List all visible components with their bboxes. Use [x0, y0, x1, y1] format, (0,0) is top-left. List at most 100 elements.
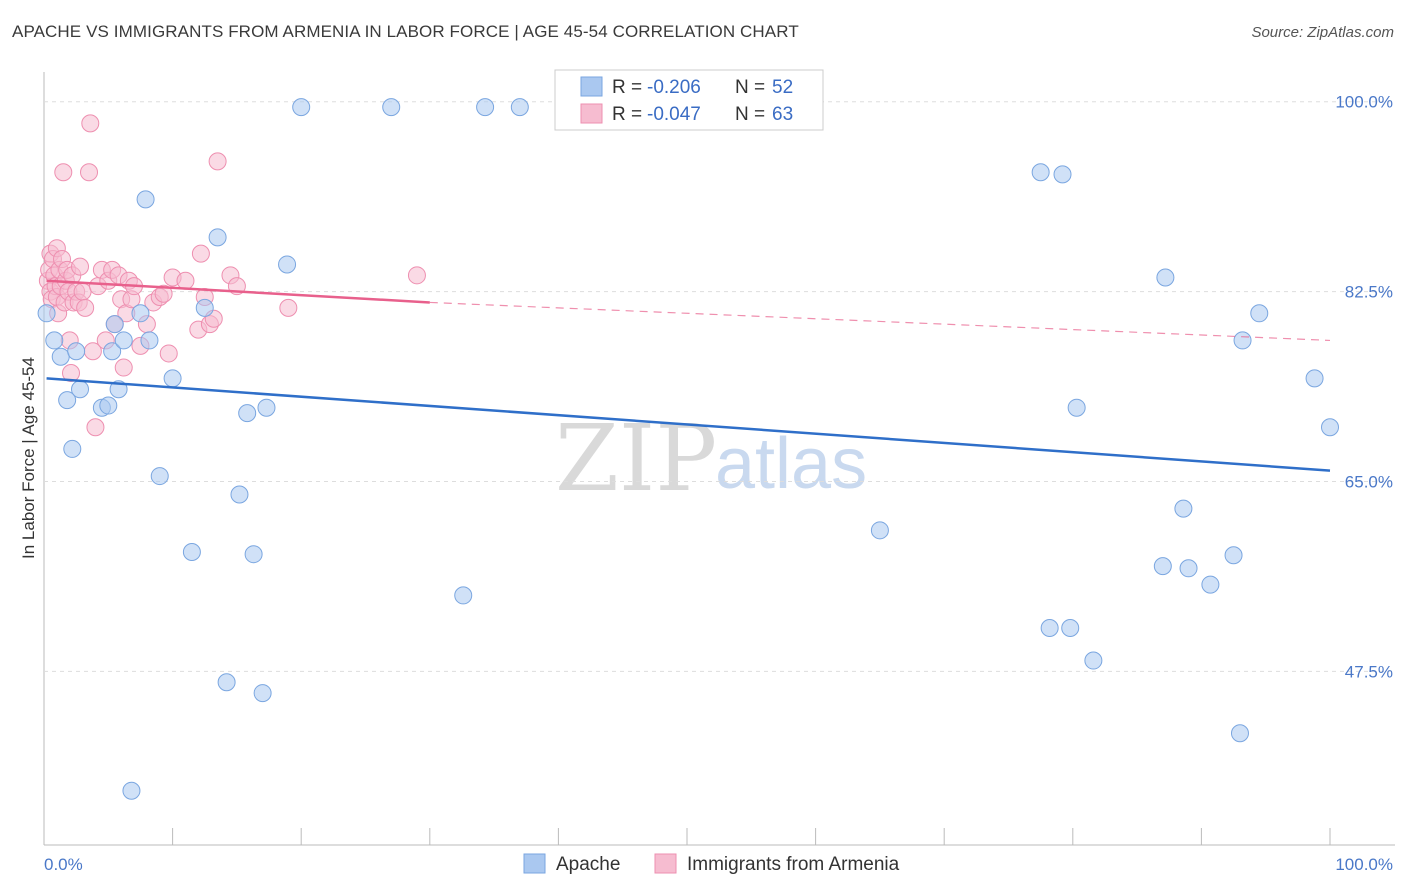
- armenia-point: [86, 418, 105, 437]
- apache-point: [253, 684, 272, 703]
- armenia-point: [71, 257, 90, 276]
- legend-bottom-apache-label: Apache: [556, 854, 620, 875]
- apache-point: [1179, 559, 1198, 578]
- apache-point: [136, 190, 155, 209]
- apache-point: [278, 255, 297, 274]
- apache-point: [454, 586, 473, 605]
- apache-point: [140, 331, 159, 350]
- apache-point: [1040, 618, 1059, 637]
- legend-apache-swatch: [580, 76, 603, 97]
- apache-point: [1061, 618, 1080, 637]
- armenia-point: [159, 344, 178, 363]
- apache-point: [476, 98, 495, 117]
- armenia-point: [54, 163, 73, 182]
- legend-armenia-r-label: R =: [612, 104, 642, 125]
- x-tick-marks: [43, 828, 1331, 845]
- apache-point: [1321, 418, 1339, 437]
- apache-point: [1031, 163, 1050, 182]
- apache-point: [230, 485, 249, 504]
- legend-apache-r-label: R =: [612, 77, 642, 98]
- apache-point: [1230, 724, 1249, 743]
- legend-armenia-swatch: [580, 103, 603, 124]
- apache-point: [510, 98, 529, 117]
- apache-point: [1250, 304, 1269, 323]
- armenia-point: [114, 358, 133, 377]
- watermark-atlas: atlas: [715, 424, 867, 504]
- source-credit: Source: ZipAtlas.com: [1251, 24, 1394, 41]
- apache-point: [208, 228, 227, 247]
- y-tick-label: 65.0%: [1345, 472, 1393, 491]
- apache-point: [238, 404, 257, 423]
- y-axis-label: In Labor Force | Age 45-54: [19, 357, 38, 559]
- apache-point: [1174, 499, 1193, 518]
- apache-point: [257, 398, 276, 417]
- apache-point: [1084, 651, 1103, 670]
- apache-point: [99, 396, 118, 415]
- armenia-point: [191, 244, 210, 263]
- y-tick-label: 100.0%: [1335, 93, 1393, 112]
- y-tick-labels: 100.0% 82.5% 65.0% 47.5%: [1335, 93, 1393, 682]
- apache-point: [870, 521, 889, 540]
- legend-bottom: Apache Immigrants from Armenia: [523, 853, 900, 875]
- apache-point: [105, 315, 124, 334]
- legend-apache-r-value: -0.206: [647, 77, 701, 98]
- apache-point: [58, 391, 77, 410]
- trend-lines: [46, 279, 1331, 472]
- series-apache-points: [37, 98, 1339, 800]
- armenia-point: [407, 266, 426, 285]
- legend-bottom-armenia-swatch: [654, 853, 677, 874]
- apache-point: [1305, 369, 1324, 388]
- apache-point: [382, 98, 401, 117]
- armenia-point: [81, 114, 100, 133]
- armenia-point: [76, 298, 95, 317]
- apache-point: [103, 342, 122, 361]
- legend-bottom-armenia-label: Immigrants from Armenia: [687, 854, 900, 875]
- apache-point: [71, 380, 90, 399]
- apache-point: [1233, 331, 1252, 350]
- apache-point: [217, 673, 236, 692]
- apache-point: [1067, 398, 1086, 417]
- armenia-point: [279, 298, 298, 317]
- apache-point: [114, 331, 133, 350]
- armenia-point: [154, 284, 173, 303]
- legend-apache-n-value: 52: [772, 77, 793, 98]
- apache-point: [1201, 575, 1220, 594]
- apache-point: [292, 98, 311, 117]
- y-tick-label: 47.5%: [1345, 662, 1393, 681]
- legend-apache-n-label: N =: [735, 77, 765, 98]
- apache-point: [67, 342, 86, 361]
- apache-point: [182, 543, 201, 562]
- apache-point: [1156, 268, 1175, 287]
- apache-point: [131, 304, 150, 323]
- legend-armenia-r-value: -0.047: [647, 104, 701, 125]
- legend-bottom-apache-swatch: [523, 853, 546, 874]
- legend-armenia-n-label: N =: [735, 104, 765, 125]
- apache-point: [122, 781, 141, 800]
- apache-point: [1053, 165, 1072, 184]
- chart-title: APACHE VS IMMIGRANTS FROM ARMENIA IN LAB…: [12, 22, 799, 41]
- apache-point: [1153, 557, 1172, 576]
- x-tick-label-max: 100.0%: [1335, 855, 1393, 874]
- legend-armenia-n-value: 63: [772, 104, 793, 125]
- apache-point: [163, 369, 182, 388]
- armenia-point: [208, 152, 227, 171]
- legend-top: R = -0.206 N = 52 R = -0.047 N = 63: [554, 69, 824, 131]
- armenia-point: [62, 363, 81, 382]
- apache-trend-line: [46, 377, 1331, 472]
- y-tick-label: 82.5%: [1345, 283, 1393, 302]
- apache-point: [244, 545, 263, 564]
- armenia-point: [80, 163, 99, 182]
- series-armenia-points: [38, 114, 426, 437]
- apache-point: [63, 439, 82, 458]
- x-tick-label-min: 0.0%: [44, 855, 83, 874]
- gridlines: [44, 101, 1395, 672]
- armenia-point: [176, 271, 195, 290]
- apache-point: [150, 467, 169, 486]
- armenia-trend-line: [46, 279, 430, 304]
- apache-point: [1224, 546, 1243, 565]
- armenia-point: [73, 282, 92, 301]
- watermark-zip: ZIP: [555, 405, 717, 512]
- apache-point: [45, 331, 64, 350]
